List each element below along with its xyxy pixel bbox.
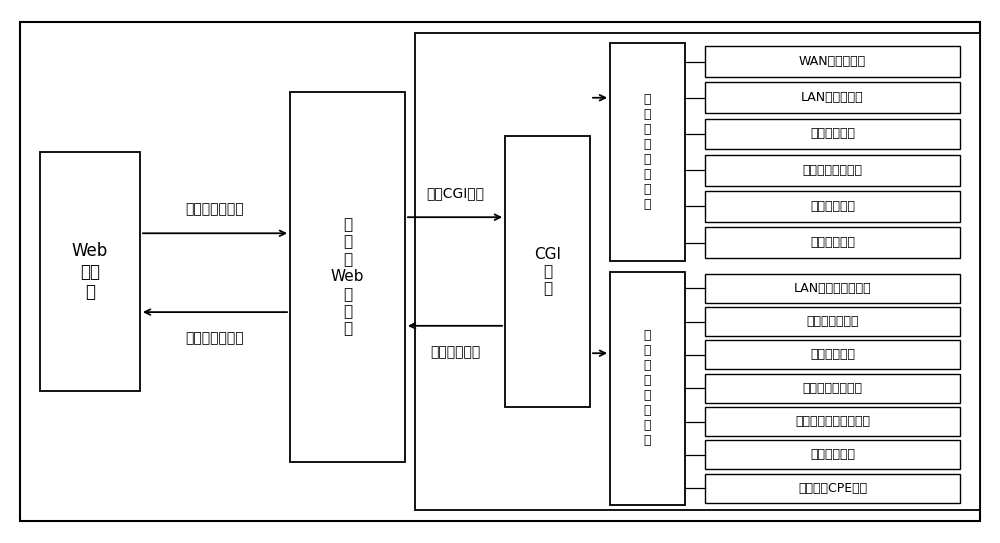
Bar — [705, 374, 960, 403]
Text: LAN口地址参数配置: LAN口地址参数配置 — [794, 282, 871, 295]
Text: 电力通信终端参数配置: 电力通信终端参数配置 — [795, 415, 870, 428]
Text: 用户信息修改: 用户信息修改 — [810, 449, 855, 462]
Bar — [705, 474, 960, 503]
Text: Web
浏览
器: Web 浏览 器 — [72, 242, 108, 301]
Text: 远程重启CPE终端: 远程重启CPE终端 — [798, 482, 867, 495]
Text: LAN口状态查询: LAN口状态查询 — [801, 91, 864, 104]
Text: 系统日志下载: 系统日志下载 — [810, 236, 855, 249]
Bar — [290, 92, 405, 462]
Bar — [705, 274, 960, 302]
Bar — [705, 83, 960, 113]
Bar — [705, 440, 960, 470]
Text: 数字证书下载: 数字证书下载 — [810, 128, 855, 141]
Text: WAN口状态查询: WAN口状态查询 — [799, 55, 866, 68]
Text: 安全隧道参数查询: 安全隧道参数查询 — [802, 163, 862, 176]
Text: 系统信息查询: 系统信息查询 — [810, 200, 855, 213]
Bar — [705, 227, 960, 258]
Text: 终
端
信
息
查
询
模
块: 终 端 信 息 查 询 模 块 — [644, 93, 651, 211]
Text: 客户端发出请求: 客户端发出请求 — [186, 202, 244, 216]
Text: 数字证书上传: 数字证书上传 — [810, 349, 855, 362]
Bar — [610, 43, 685, 261]
Bar — [705, 307, 960, 336]
Bar — [40, 152, 140, 391]
Text: 嵌
入
式
Web
服
务
器: 嵌 入 式 Web 服 务 器 — [331, 217, 364, 337]
Text: 安全隧道参数配置: 安全隧道参数配置 — [802, 382, 862, 395]
Text: 执行CGI程序: 执行CGI程序 — [426, 186, 484, 200]
Text: CGI
程
序: CGI 程 序 — [534, 247, 561, 296]
Bar — [705, 191, 960, 222]
Bar — [705, 407, 960, 436]
Bar — [705, 340, 960, 369]
Bar — [705, 155, 960, 186]
Bar — [505, 136, 590, 407]
Bar — [610, 272, 685, 505]
Text: 终
端
参
数
配
置
模
块: 终 端 参 数 配 置 模 块 — [644, 329, 651, 447]
Bar — [415, 33, 980, 510]
Text: 返回处理结果: 返回处理结果 — [430, 345, 480, 359]
Bar — [705, 46, 960, 77]
Text: 服务器响应结果: 服务器响应结果 — [186, 331, 244, 345]
Bar — [705, 118, 960, 149]
Text: 核心网检测配置: 核心网检测配置 — [806, 315, 859, 328]
